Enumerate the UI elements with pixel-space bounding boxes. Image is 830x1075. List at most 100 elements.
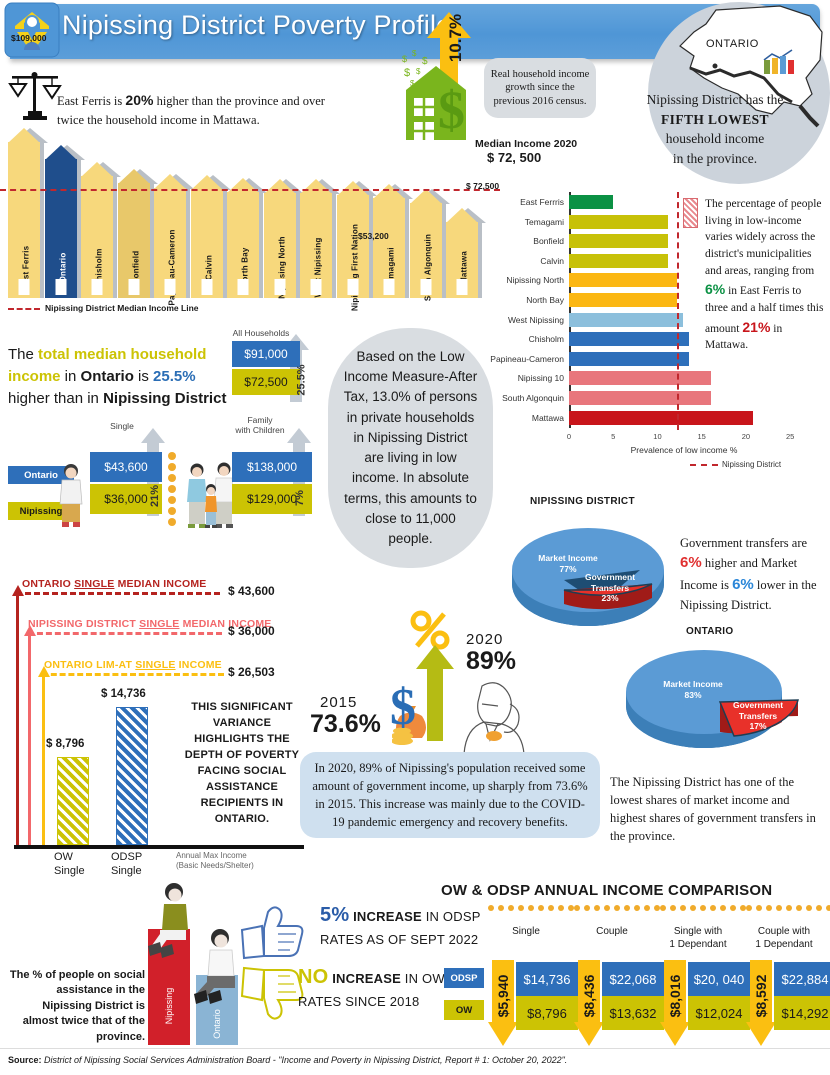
low-income-category-label: West Nipissing: [507, 314, 564, 325]
difference-value: $8,016: [667, 974, 683, 1018]
low-income-bar: [569, 351, 690, 366]
house-bar: Papineau-Cameron: [154, 174, 194, 306]
family-nipissing-bar: $129,000: [232, 484, 312, 514]
tmh-t4: Ontario: [80, 367, 134, 385]
low-income-row: Bonfield: [533, 234, 799, 249]
dot-icon: [518, 905, 524, 911]
scale-note-after: higher than the province and over twice …: [57, 94, 325, 127]
median-income-dashline: [0, 189, 500, 191]
pie-ont-gov-pct: 17%: [749, 721, 767, 732]
ow-ref1-title: ONTARIO SINGLE MEDIAN INCOME: [22, 578, 207, 590]
dot-icon: [786, 905, 792, 911]
house-last-value: $53,200: [358, 231, 389, 241]
ontario-map-icon: [660, 2, 830, 152]
dot-icon: [766, 905, 772, 911]
difference-arrow-icon: [746, 960, 776, 1051]
sitting-person-icon-2: [192, 928, 254, 1004]
ow-ref3-arrowhead: [37, 665, 51, 683]
low-income-x-tick: 0: [566, 432, 572, 441]
tmh-t6: 25.5%: [153, 367, 196, 385]
odsp-single-category: ODSP Single: [111, 851, 143, 877]
ow-ref1-value: $ 43,600: [228, 584, 275, 598]
svg-text:$: $: [416, 67, 421, 76]
low-income-row: East Ferrris: [520, 195, 799, 209]
low-income-bar: [569, 214, 669, 229]
pie-nip-market-pct: 77%: [559, 563, 577, 574]
low-income-row: Temagami: [525, 214, 799, 229]
ow-ref3-title: ONTARIO LIM-AT SINGLE INCOME: [44, 659, 222, 671]
ow-increase-rest: IN OW RATES SINCE 2018: [298, 971, 445, 1009]
ow-ref1-axis: [16, 592, 19, 846]
house-door-icon: [201, 279, 212, 295]
dots-group: [574, 905, 660, 911]
pie-ontario-market-label: Market Income 83%: [638, 679, 748, 700]
sa-nipissing-label: Nipissing: [164, 987, 174, 1025]
dot-icon: [568, 905, 574, 911]
house-label: Ontario: [58, 252, 67, 283]
low-income-bar: [569, 253, 669, 268]
year-2015-label: 2015: [320, 694, 358, 711]
pie-note1-blue: 6%: [732, 575, 754, 593]
pie-nip-market-text: Market Income: [538, 553, 598, 563]
low-income-bar: [569, 410, 753, 425]
dot-icon: [488, 905, 494, 911]
low-income-x-tick: 25: [785, 432, 795, 441]
house-door-icon: [310, 279, 322, 295]
ow-ref3-u: SINGLE: [135, 659, 176, 671]
low-income-x-tick: 20: [741, 432, 751, 441]
stressed-person-icon: [452, 680, 542, 756]
house-bar: Ontario: [44, 145, 85, 298]
ow-ref3-axis: [42, 673, 45, 846]
dots-group: [660, 905, 746, 911]
low-income-bar: [569, 195, 614, 209]
low-income-x-tick: 15: [697, 432, 706, 441]
difference-value: $5,940: [495, 974, 511, 1018]
fifth-lowest-line1: Nipissing District has the: [646, 92, 784, 107]
difference-arrow-icon: [488, 960, 518, 1051]
median-line-value: $ 72,500: [466, 181, 500, 191]
thumbs-up-icon: [238, 904, 312, 960]
low-income-category-label: Bonfield: [533, 236, 564, 247]
house-bar: Temagami: [373, 184, 413, 298]
dot-icon: [498, 905, 504, 911]
low-income-row: Calvin: [540, 253, 799, 268]
fifth-lowest-bold: FIFTH LOWEST: [661, 111, 769, 127]
ow-amount-cell: $8,796: [516, 996, 578, 1030]
low-income-red-pct: 21%: [742, 318, 771, 335]
ow-ref1-dashline: [16, 592, 220, 595]
low-income-row: Chisholm: [529, 332, 799, 347]
all-households-nipissing-bar: $72,500: [232, 369, 300, 395]
dot-icon: [746, 905, 752, 911]
key-chip-nipissing-label: Nipissing: [19, 505, 63, 517]
tmh-t1: The: [8, 346, 39, 363]
dots-divider: [168, 452, 176, 533]
money-house-icon: $: [398, 60, 474, 140]
low-income-note: The percentage of people living in low-i…: [705, 196, 827, 354]
dot-icon: [604, 905, 610, 911]
odsp-amount-cell: $14,736: [516, 962, 578, 996]
ow-amount-cell: $12,024: [688, 996, 750, 1030]
all-households-title: All Households: [232, 328, 290, 338]
house-door-icon: [164, 279, 176, 295]
dot-icon: [690, 905, 696, 911]
house-bar: Chisholm: [81, 162, 121, 298]
dot-icon: [538, 905, 544, 911]
mini-bar-chart-icon: [762, 48, 796, 74]
house-door-icon: [18, 279, 30, 295]
house-door-icon: [383, 279, 395, 295]
odsp-increase-rest: IN ODSP RATES AS OF SEPT 2022: [320, 909, 481, 947]
house-door-icon: [91, 279, 103, 295]
dot-icon: [644, 905, 650, 911]
lim-at-bubble: Based on the Low Income Measure-After Ta…: [328, 328, 493, 568]
pie-nip-gov-text: Government Transfers: [584, 572, 636, 593]
pie-note-shares: The Nipissing District has one of the lo…: [610, 775, 816, 844]
low-income-green-pct: 6%: [705, 281, 726, 298]
comp-chip-ow-label: OW: [455, 1004, 473, 1016]
house-bar: Mattawa: [446, 208, 486, 298]
comparison-table-title: OW & ODSP ANNUAL INCOME COMPARISON: [441, 882, 773, 899]
tmh-t5: is: [133, 367, 154, 385]
ow-ref3-dashline: [42, 673, 224, 676]
dot-icon: [680, 905, 686, 911]
dot-icon: [660, 905, 666, 911]
